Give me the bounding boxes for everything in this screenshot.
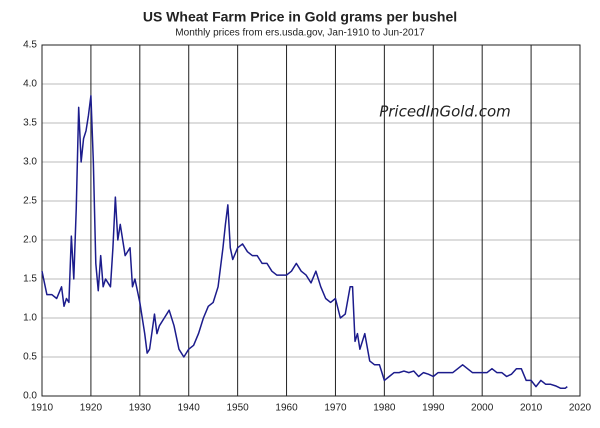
x-tick-label: 1920	[80, 403, 103, 414]
y-tick-label: 4.5	[23, 40, 37, 51]
x-tick-label: 1950	[227, 403, 250, 414]
y-tick-label: 3.5	[23, 118, 37, 129]
x-tick-label: 2020	[569, 403, 592, 414]
x-tick-label: 1980	[373, 403, 396, 414]
y-tick-label: 0.5	[23, 352, 37, 363]
y-tick-label: 4.0	[23, 79, 37, 90]
x-tick-label: 1940	[178, 403, 201, 414]
x-tick-label: 1970	[324, 403, 347, 414]
y-tick-label: 2.5	[23, 196, 37, 207]
annotation: PricedInGold.com	[379, 103, 511, 121]
x-tick-label: 1930	[129, 403, 152, 414]
y-tick-label: 0.0	[23, 391, 37, 402]
x-tick-label: 2010	[520, 403, 543, 414]
y-tick-label: 1.5	[23, 274, 37, 285]
y-tick-label: 1.0	[23, 313, 37, 324]
plot-border	[41, 44, 581, 397]
x-tick-label: 2000	[471, 403, 494, 414]
y-tick-label: 3.0	[23, 157, 37, 168]
data-line	[41, 94, 568, 389]
x-tick-label: 1990	[422, 403, 445, 414]
chart-subtitle: Monthly prices from ers.usda.gov, Jan-19…	[175, 28, 425, 39]
chart-title: US Wheat Farm Price in Gold grams per bu…	[143, 9, 457, 25]
y-tick-label: 2.0	[23, 235, 37, 246]
x-tick-label: 1910	[31, 403, 54, 414]
x-tick-label: 1960	[275, 403, 298, 414]
